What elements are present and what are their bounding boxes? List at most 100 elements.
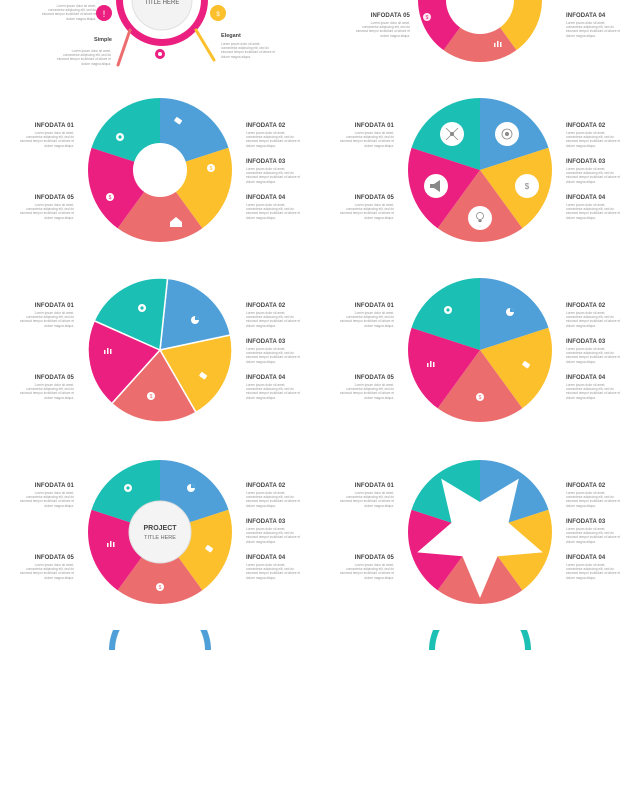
svg-text:$: $ [150, 394, 153, 400]
pointer-simple [116, 28, 132, 67]
label-simple: Simple [94, 37, 112, 43]
gear-icon [155, 49, 165, 59]
svg-text:$: $ [525, 182, 530, 191]
wedge-teal [93, 277, 169, 352]
label-infodata-05: INFODATA 05 Lorem ipsum dolor sit amet, c… [19, 555, 74, 580]
center-title: TITLE HERE [144, 535, 176, 541]
label-infodata-04: INFODATA 04 Lorem ipsum dolor sit amet, c… [246, 195, 301, 220]
label-infodata-01: INFODATA 01 Lorem ipsum dolor sit amet, c… [339, 123, 394, 148]
label-infodata-04: INFODATA 04 Lorem ipsum dolor sit amet, c… [246, 375, 301, 400]
label-infodata-02: INFODATA 02 Lorem ipsum dolor sit amet, c… [246, 123, 301, 148]
infographic-pie-plain: $ INFODATA 01 Lorem ipsum dolor sit amet,… [320, 270, 640, 450]
warning-icon: ! [96, 5, 112, 21]
pie-plain-diagram: $ [408, 278, 552, 422]
label-infodata-02: INFODATA 02 Lorem ipsum dolor sit amet, c… [246, 483, 301, 508]
label-infodata-03: INFODATA 03 Lorem ipsum dolor sit amet, c… [246, 159, 301, 184]
label-infodata-01: INFODATA 01 Lorem ipsum dolor sit amet, c… [339, 303, 394, 328]
label-infodata-01: INFODATA 01 Lorem ipsum dolor sit amet, c… [19, 123, 74, 148]
infographic-top-left: TITLE HERE ! $ Simple Elegant Lorem ipsu… [0, 0, 320, 90]
label-infodata-02: INFODATA 02 Lorem ipsum dolor sit amet, c… [566, 123, 621, 148]
bottom-left-diagram [109, 630, 211, 651]
gear-icon [138, 304, 146, 312]
money-bag-icon: $ [147, 392, 155, 400]
center-project: PROJECT [143, 525, 177, 532]
tag-icon [199, 372, 208, 380]
money-bag-icon: $ [423, 13, 431, 21]
tag-icon [174, 117, 183, 125]
wedge-yellow [158, 334, 233, 414]
swirl-pie-diagram: $ [87, 277, 233, 423]
gear-icon [124, 484, 132, 492]
wedge-teal [411, 278, 480, 350]
tag-icon [205, 545, 214, 553]
svg-text:$: $ [426, 15, 429, 21]
wedge-blue [159, 277, 232, 351]
pointer-elegant [194, 28, 216, 62]
infographic-star-ring: INFODATA 01 Lorem ipsum dolor sit amet, c… [320, 450, 640, 630]
money-bag-icon: $ [210, 5, 226, 21]
tag-icon [522, 361, 531, 369]
svg-text:$: $ [159, 585, 162, 591]
ring-edge [429, 630, 531, 651]
bar-chart-icon [494, 41, 502, 47]
label-infodata-05: INFODATA 05 Lorem ipsum dolor sit amet, c… [19, 195, 74, 220]
infographic-swirl-pie: $ INFODATA 01 Lorem ipsum dolor sit amet,… [0, 270, 320, 450]
infographic-bottom-right [320, 630, 640, 810]
home-icon [170, 217, 182, 227]
infographic-bottom-left [0, 630, 320, 810]
label-infodata-04: INFODATA 04 Lorem ipsum dolor sit amet, c… [566, 555, 621, 580]
megaphone-icon [424, 174, 448, 198]
label-infodata-05: INFODATA 05 Lorem ipsum dolor sit amet, c… [19, 375, 74, 400]
center-disc [128, 500, 192, 564]
label-infodata-05: INFODATA 05 Lorem ipsum dolor sit amet, c… [339, 195, 394, 220]
gear-icon [444, 306, 452, 314]
wedge-salmon [117, 532, 203, 604]
label-infodata-03: INFODATA 03 Lorem ipsum dolor sit amet, c… [566, 519, 621, 544]
svg-text:$: $ [210, 166, 213, 172]
label-infodata-01: INFODATA 01 Lorem ipsum dolor sit amet, c… [339, 483, 394, 508]
lightbulb-icon [468, 206, 492, 230]
label-infodata-01: INFODATA 01 Lorem ipsum dolor sit amet, c… [19, 483, 74, 508]
money-bag-icon: $ [156, 583, 164, 591]
ring-edge [109, 630, 211, 651]
infographic-pie-icons: $ INFODATA 01 Lorem ipsum dolor sit amet,… [320, 90, 640, 270]
wedge-yellow [480, 327, 552, 409]
infographic-pie-center-title: PROJECT TITLE HERE $ INFODATA 01 Lorem ip… [0, 450, 320, 630]
label-infodata-03: INFODATA 03 Lorem ipsum dolor sit amet, c… [246, 339, 301, 364]
center-disc [131, 0, 193, 31]
label-infodata-03: INFODATA 03 Lorem ipsum dolor sit amet, c… [566, 159, 621, 184]
bar-chart-icon [104, 348, 112, 354]
label-infodata-04: INFODATA 04 Lorem ipsum dolor sit amet, c… [566, 195, 621, 220]
gear-icon [116, 133, 124, 141]
text-block-elegant: Lorem ipsum dolor sit amet, consectetur … [221, 42, 276, 59]
bar-chart-icon [107, 541, 115, 547]
star-ring-diagram [408, 460, 552, 604]
label-infodata-04: INFODATA 04 Lorem ipsum dolor sit amet, c… [566, 375, 621, 400]
label-infodata-02: INFODATA 02 Lorem ipsum dolor sit amet, c… [566, 483, 621, 508]
wedge-salmon [437, 350, 523, 422]
wedge-pink [87, 319, 162, 405]
label-infodata-05: INFODATA 05 Lorem ipsum dolor sit amet, c… [339, 555, 394, 580]
network-icon [440, 122, 464, 146]
money-bag-icon: $ [476, 393, 484, 401]
label-infodata-04: INFODATA 04 Lorem ipsum dolor sit amet, c… [246, 555, 301, 580]
bottom-right-diagram [429, 630, 531, 651]
svg-text:$: $ [216, 12, 220, 18]
text-block-simple: Lorem ipsum dolor sit amet, consectetur … [56, 49, 111, 66]
label-infodata-02: INFODATA 02 Lorem ipsum dolor sit amet, c… [246, 303, 301, 328]
center-title: TITLE HERE [145, 0, 180, 6]
center-hole [446, 0, 514, 34]
label-infodata-02: INFODATA 02 Lorem ipsum dolor sit amet, c… [566, 303, 621, 328]
label-infodata-05-tr: INFODATA 05 Lorem ipsum dolor sit amet, c… [355, 13, 410, 38]
infographic-swirl-ring: $ $ INFODATA 01 Lorem ipsum dolor sit ame… [0, 90, 320, 270]
svg-text:$: $ [109, 195, 112, 201]
circle-diagram-top-right: $ [417, 0, 542, 62]
label-infodata-03: INFODATA 03 Lorem ipsum dolor sit amet, c… [566, 339, 621, 364]
target-icon [495, 122, 519, 146]
pie-chart-icon [187, 484, 195, 492]
pie-center-title-diagram: PROJECT TITLE HERE $ [88, 460, 232, 604]
label-infodata-03: INFODATA 03 Lorem ipsum dolor sit amet, c… [246, 519, 301, 544]
swirl-ring-diagram: $ $ [88, 98, 232, 242]
money-bag-icon: $ [207, 164, 215, 172]
text-block-top-left-1: Lorem ipsum dolor sit amet, consectetur … [41, 4, 96, 21]
